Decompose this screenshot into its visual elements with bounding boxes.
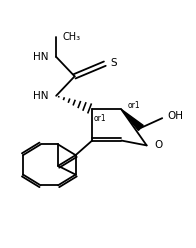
Text: or1: or1 [127, 101, 140, 110]
Text: or1: or1 [93, 114, 106, 123]
Text: O: O [154, 140, 163, 150]
Text: S: S [111, 58, 117, 68]
Text: OH: OH [167, 111, 183, 121]
Text: CH₃: CH₃ [63, 32, 81, 42]
Polygon shape [121, 109, 143, 130]
Text: HN: HN [33, 91, 48, 101]
Text: HN: HN [33, 52, 48, 62]
